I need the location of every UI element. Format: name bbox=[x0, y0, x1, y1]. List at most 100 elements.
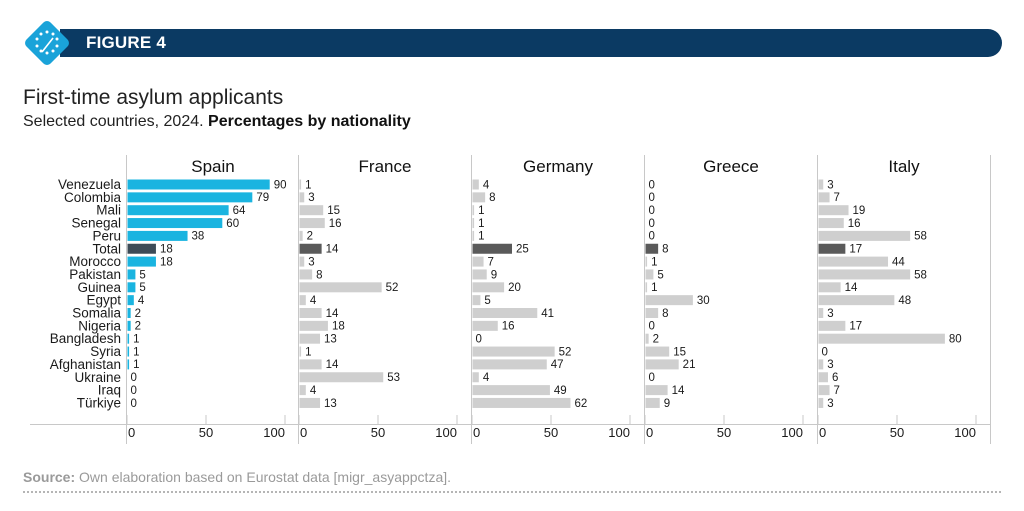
value-label-france-mali: 15 bbox=[327, 205, 340, 217]
value-label-germany-senegal: 1 bbox=[478, 218, 484, 230]
value-label-france-peru: 2 bbox=[307, 231, 313, 243]
chart-subtitle: Selected countries, 2024. Percentages by… bbox=[23, 112, 411, 132]
value-label-germany-somalia: 41 bbox=[541, 308, 554, 320]
bar-germany-iraq bbox=[472, 385, 550, 396]
x-tick-label-italy-50: 50 bbox=[890, 425, 904, 440]
bar-france-somalia bbox=[299, 308, 322, 318]
bar-france-guinea bbox=[299, 282, 382, 293]
bar-spain-syria bbox=[127, 346, 130, 357]
value-label-france-nigeria: 18 bbox=[332, 321, 345, 333]
bar-france-ukraine bbox=[299, 372, 384, 383]
bar-france-total bbox=[299, 243, 322, 254]
bar-france-pakistan bbox=[299, 269, 313, 280]
category-label-senegal: Senegal bbox=[71, 216, 121, 231]
value-label-italy-mali: 19 bbox=[853, 205, 866, 217]
value-label-greece-total: 8 bbox=[662, 244, 668, 256]
category-label-somalia: Somalia bbox=[72, 306, 121, 321]
value-label-greece-nigeria: 0 bbox=[649, 321, 655, 333]
value-label-italy-syria: 0 bbox=[822, 346, 828, 358]
bar-france-syria bbox=[299, 346, 302, 357]
value-label-germany-nigeria: 16 bbox=[502, 321, 515, 333]
x-tick-label-greece-100: 100 bbox=[781, 425, 803, 440]
value-label-greece-syria: 15 bbox=[673, 346, 686, 358]
bar-germany-syria bbox=[472, 346, 555, 357]
bar-germany-venezuela bbox=[472, 179, 479, 190]
bar-france-senegal bbox=[299, 218, 325, 229]
category-label-mali: Mali bbox=[96, 203, 121, 218]
panel-title-spain: Spain bbox=[191, 157, 234, 176]
value-label-greece-peru: 0 bbox=[649, 231, 655, 243]
value-label-spain-mali: 64 bbox=[233, 205, 246, 217]
x-tick-label-greece-50: 50 bbox=[717, 425, 731, 440]
value-label-italy-peru: 58 bbox=[914, 231, 927, 243]
value-label-italy-guinea: 14 bbox=[845, 282, 858, 294]
value-label-italy-pakistan: 58 bbox=[914, 269, 927, 281]
bar-spain-total bbox=[127, 243, 156, 254]
value-label-france-senegal: 16 bbox=[329, 218, 342, 230]
chart-title: First-time asylum applicants bbox=[23, 86, 284, 109]
x-tick-label-germany-100: 100 bbox=[608, 425, 630, 440]
subtitle-plain: Selected countries, 2024. bbox=[23, 113, 209, 130]
value-label-spain-venezuela: 90 bbox=[274, 179, 287, 191]
category-label-ukraine: Ukraine bbox=[74, 370, 121, 385]
bar-germany-guinea bbox=[472, 282, 505, 293]
bar-spain-senegal bbox=[127, 218, 223, 229]
value-label-italy-nigeria: 17 bbox=[849, 321, 862, 333]
bar-greece-iraq bbox=[645, 385, 668, 396]
bar-spain-egypt bbox=[127, 295, 134, 306]
bar-italy-venezuela bbox=[818, 179, 824, 190]
value-label-greece-colombia: 0 bbox=[649, 192, 655, 204]
value-label-spain-syria: 1 bbox=[133, 346, 139, 358]
value-label-greece-guinea: 1 bbox=[651, 282, 657, 294]
bar-italy-peru bbox=[818, 230, 911, 241]
value-label-greece-bangladesh: 2 bbox=[653, 334, 659, 346]
x-tick-label-italy-100: 100 bbox=[954, 425, 976, 440]
value-label-germany-colombia: 8 bbox=[489, 192, 495, 204]
value-label-france-iraq: 4 bbox=[310, 385, 317, 397]
bar-italy-egypt bbox=[818, 295, 895, 306]
x-tick-label-spain-0: 0 bbox=[128, 425, 135, 440]
x-tick-label-france-0: 0 bbox=[300, 425, 307, 440]
bar-italy-guinea bbox=[818, 282, 841, 293]
bar-greece-syria bbox=[645, 346, 670, 357]
value-label-germany-total: 25 bbox=[516, 244, 529, 256]
source-label: Source: bbox=[23, 469, 76, 485]
bar-germany-colombia bbox=[472, 192, 486, 203]
bar-france-mali bbox=[299, 205, 324, 216]
bar-greece-afghanistan bbox=[645, 359, 679, 370]
bar-italy-nigeria bbox=[818, 320, 846, 331]
bar-germany-afghanistan bbox=[472, 359, 547, 370]
dotted-divider bbox=[23, 491, 1001, 493]
value-label-spain-morocco: 18 bbox=[160, 256, 173, 268]
value-label-spain-ukraine: 0 bbox=[131, 372, 137, 384]
value-label-greece-iraq: 14 bbox=[672, 385, 685, 397]
x-tick-label-italy-0: 0 bbox=[819, 425, 826, 440]
value-label-greece-senegal: 0 bbox=[649, 218, 655, 230]
bar-greece-guinea bbox=[645, 282, 648, 293]
panel-title-greece: Greece bbox=[703, 157, 759, 176]
value-label-germany-iraq: 49 bbox=[554, 385, 567, 397]
value-label-italy-venezuela: 3 bbox=[827, 179, 833, 191]
value-label-france-total: 14 bbox=[326, 244, 339, 256]
x-tick-label-france-50: 50 bbox=[371, 425, 385, 440]
value-label-france-guinea: 52 bbox=[386, 282, 399, 294]
bar-france-afghanistan bbox=[299, 359, 322, 370]
value-label-italy-total: 17 bbox=[849, 244, 862, 256]
bar-greece-egypt bbox=[645, 295, 693, 306]
value-label-greece-afghanistan: 21 bbox=[683, 359, 696, 371]
value-label-france-colombia: 3 bbox=[308, 192, 314, 204]
category-label-total: Total bbox=[92, 241, 121, 256]
bar-italy-bangladesh bbox=[818, 333, 945, 344]
source-note: Source: Own elaboration based on Eurosta… bbox=[23, 468, 451, 486]
bar-france-tu-rkiye bbox=[299, 397, 321, 408]
value-label-germany-tu-rkiye: 62 bbox=[574, 398, 587, 410]
bar-france-bangladesh bbox=[299, 333, 321, 344]
value-label-france-pakistan: 8 bbox=[316, 269, 322, 281]
category-label-nigeria: Nigeria bbox=[78, 318, 121, 333]
bar-spain-pakistan bbox=[127, 269, 136, 280]
value-label-france-somalia: 14 bbox=[326, 308, 339, 320]
category-label-peru: Peru bbox=[92, 228, 121, 243]
figure-label: FIGURE 4 bbox=[86, 33, 167, 52]
value-label-germany-bangladesh: 0 bbox=[476, 334, 482, 346]
